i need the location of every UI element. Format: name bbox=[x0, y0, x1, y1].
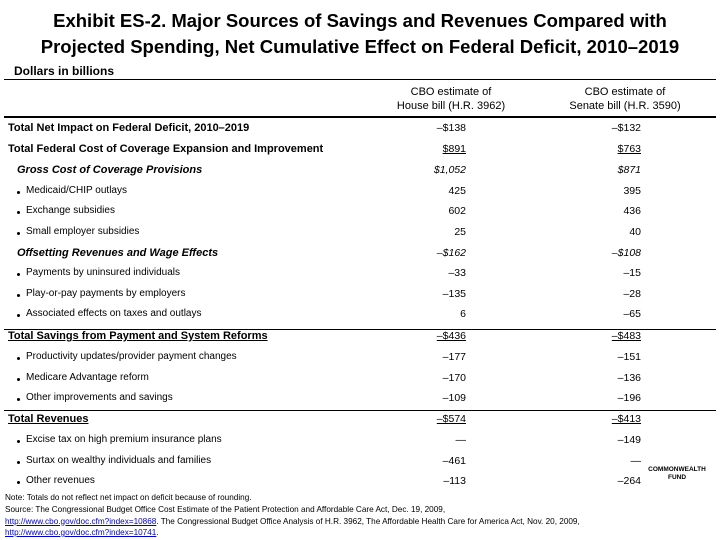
cell-value: –33 bbox=[448, 267, 466, 279]
column-header-line: Senate bill (H.R. 3590) bbox=[569, 100, 681, 112]
row-label: Total Net Impact on Federal Deficit, 201… bbox=[8, 122, 250, 134]
cell-value: –28 bbox=[623, 288, 641, 300]
row-label: Total Savings from Payment and System Re… bbox=[8, 330, 268, 342]
cell-value: 602 bbox=[448, 205, 466, 217]
row-label: Associated effects on taxes and outlays bbox=[16, 308, 202, 319]
rule bbox=[4, 329, 716, 330]
row-label: Total Federal Cost of Coverage Expansion… bbox=[8, 143, 324, 155]
cell-value: –461 bbox=[442, 455, 466, 467]
row-label: Offsetting Revenues and Wage Effects bbox=[17, 247, 219, 259]
cell-value: –$483 bbox=[611, 330, 641, 342]
cell-value: –$413 bbox=[611, 413, 641, 425]
cell-value: –177 bbox=[442, 351, 466, 363]
cell-value: 436 bbox=[623, 205, 641, 217]
source-line: Source: The Congressional Budget Office … bbox=[5, 504, 445, 516]
cell-value: 6 bbox=[460, 308, 466, 320]
row-label: Medicaid/CHIP outlays bbox=[17, 185, 127, 196]
cell-value: $1,052 bbox=[433, 164, 466, 176]
cell-value: 25 bbox=[454, 226, 466, 238]
cell-value: –109 bbox=[442, 392, 466, 404]
column-header-line: CBO estimate of bbox=[584, 86, 666, 98]
cell-value: –$574 bbox=[436, 413, 466, 425]
cell-value: 425 bbox=[448, 185, 466, 197]
title: Exhibit ES-2. Major Sources of Savings a… bbox=[53, 10, 667, 31]
column-header: CBO estimate of Senate bill (H.R. 3590) bbox=[540, 85, 710, 113]
column-header: CBO estimate of House bill (H.R. 3962) bbox=[366, 85, 536, 113]
row-label: Surtax on wealthy individuals and famili… bbox=[16, 455, 212, 466]
rule bbox=[4, 410, 716, 411]
row-label: Medicare Advantage reform bbox=[17, 372, 149, 383]
rule bbox=[4, 116, 716, 118]
source-text: . bbox=[156, 528, 159, 537]
cell-value: –113 bbox=[443, 475, 466, 487]
row-label: Play-or-pay payments by employers bbox=[17, 288, 186, 299]
cell-value: 395 bbox=[623, 185, 641, 197]
column-header-line: CBO estimate of bbox=[410, 86, 492, 98]
row-label: Excise tax on high premium insurance pla… bbox=[17, 434, 222, 445]
cell-value: $871 bbox=[617, 164, 641, 176]
cell-value: –65 bbox=[623, 308, 641, 320]
column-header-line: House bill (H.R. 3962) bbox=[396, 100, 506, 112]
cell-value: –$436 bbox=[436, 330, 466, 342]
cell-value: –$162 bbox=[436, 247, 466, 259]
row-label: Gross Cost of Coverage Provisions bbox=[17, 164, 203, 176]
row-label: Payments by uninsured individuals bbox=[17, 267, 180, 278]
cell-value: –264 bbox=[617, 475, 641, 487]
title: Projected Spending, Net Cumulative Effec… bbox=[40, 36, 680, 57]
rule bbox=[4, 79, 716, 80]
cell-value: –15 bbox=[623, 267, 641, 279]
row-label: Small employer subsidies bbox=[16, 226, 140, 237]
source-link[interactable]: http://www.cbo.gov/doc.cfm?index=10741 bbox=[5, 528, 157, 537]
cell-value: –$138 bbox=[436, 122, 466, 134]
source-line: http://www.cbo.gov/doc.cfm?index=10868. … bbox=[5, 516, 580, 528]
cell-value: — bbox=[455, 434, 467, 446]
cell-value: –135 bbox=[442, 288, 466, 300]
cell-value: –$108 bbox=[611, 247, 641, 259]
row-label: Other improvements and savings bbox=[17, 392, 173, 403]
row-label: Productivity updates/provider payment ch… bbox=[17, 351, 237, 362]
cell-value: –196 bbox=[617, 392, 641, 404]
cell-value: $891 bbox=[442, 143, 466, 155]
cell-value: $763 bbox=[617, 143, 641, 155]
source-line: http://www.cbo.gov/doc.cfm?index=10741. bbox=[5, 527, 159, 539]
cell-value: –170 bbox=[442, 372, 466, 384]
cell-value: –149 bbox=[617, 434, 641, 446]
cell-value: –$132 bbox=[611, 122, 641, 134]
source-link[interactable]: http://www.cbo.gov/doc.cfm?index=10868 bbox=[5, 516, 157, 526]
row-label: Total Revenues bbox=[8, 413, 89, 425]
row-label: Exchange subsidies bbox=[17, 205, 115, 216]
cell-value: –136 bbox=[617, 372, 641, 384]
note: Note: Totals do not reflect net impact o… bbox=[5, 493, 252, 502]
cell-value: — bbox=[630, 455, 642, 467]
cell-value: –151 bbox=[617, 351, 641, 363]
logo-line: COMMONWEALTH bbox=[648, 466, 706, 473]
source-text: Source: The Congressional Budget Office … bbox=[5, 505, 446, 514]
cell-value: 40 bbox=[629, 226, 641, 238]
units: Dollars in billions bbox=[14, 64, 115, 78]
row-label: Other revenues bbox=[17, 475, 95, 486]
logo: COMMONWEALTH FUND bbox=[642, 466, 712, 482]
logo-line: FUND bbox=[667, 474, 687, 481]
source-text: . The Congressional Budget Office Analys… bbox=[156, 516, 580, 526]
